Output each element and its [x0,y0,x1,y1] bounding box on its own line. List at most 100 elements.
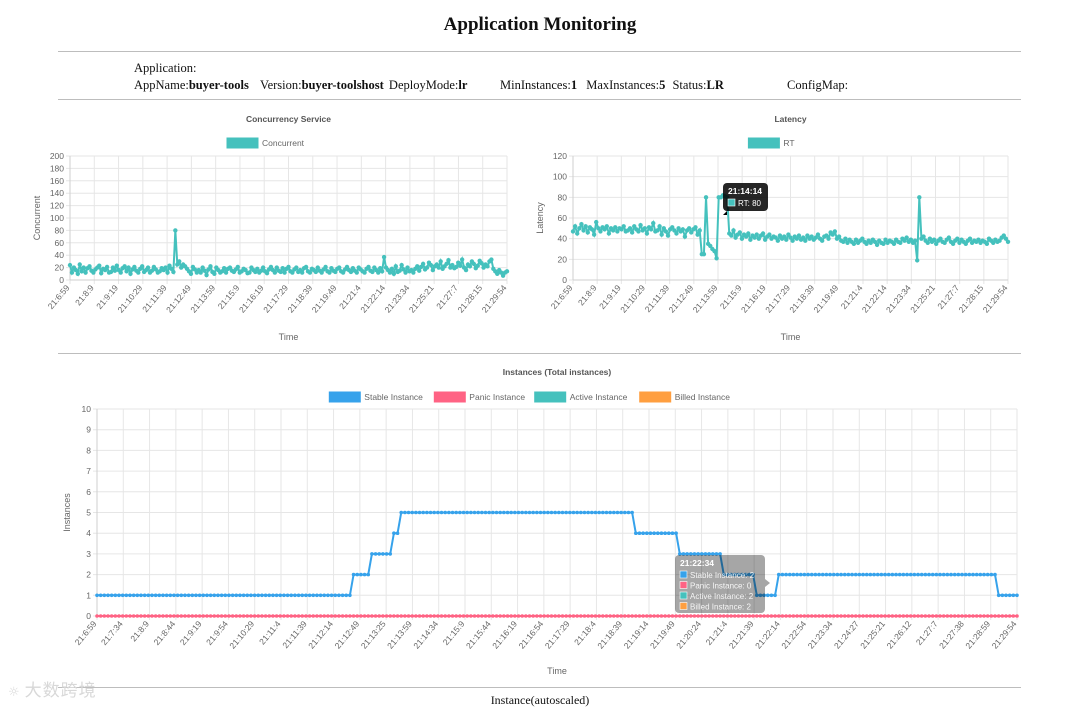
data-point [721,614,726,618]
data-point [117,593,121,598]
data-point [489,257,494,262]
data-point [912,572,917,577]
y-tick-label: 20 [55,263,65,273]
data-point [663,531,667,535]
data-point [538,614,543,618]
data-point [252,593,257,598]
data-point [377,552,382,556]
data-point [743,234,749,239]
tooltip-line: RT: 80 [738,199,762,208]
data-point [475,263,480,268]
data-point [787,572,792,577]
data-point [851,241,857,247]
data-point [985,614,990,618]
data-point [436,510,440,515]
data-point [513,614,517,618]
data-point [549,510,554,515]
application-label: Application: [134,61,197,75]
data-point [546,510,550,515]
x-tick-label: 21:27:38 [937,619,966,651]
data-point [505,614,510,618]
latency-tooltip: 21:14:14 RT: 80 [723,183,768,215]
x-tick-label: 21:13:59 [691,283,720,315]
data-point [685,552,689,556]
data-point [601,510,605,515]
data-point [594,219,599,225]
data-point [294,265,299,270]
data-point [428,510,433,515]
data-point [318,593,323,598]
data-point [161,593,165,598]
watermark-text: 大数跨境 [24,681,97,701]
data-point [208,264,213,269]
data-point [591,232,597,237]
data-point [344,614,349,618]
data-point [438,259,443,264]
data-point [415,264,420,269]
data-point [377,614,382,618]
data-point [762,614,766,618]
data-point [183,614,187,618]
data-point [230,593,235,598]
data-point [212,593,217,598]
data-point [164,593,169,598]
data-point [348,614,352,618]
data-point [696,552,700,556]
data-point [118,270,123,275]
deploymode-label: DeployMode: [388,78,459,92]
data-point [831,614,836,618]
x-tick-label: 21:25:21 [407,283,436,315]
data-point [535,614,539,618]
data-point [938,614,942,618]
data-point [432,510,437,515]
x-tick-label: 21:13:59 [188,283,217,315]
data-point [729,614,733,618]
data-point [373,614,378,618]
data-point [411,270,416,275]
data-point [450,510,455,515]
data-point [117,614,121,618]
data-point [274,593,279,598]
data-point [157,593,162,598]
data-point [516,510,521,515]
data-point [656,614,660,618]
data-point [991,240,996,245]
data-point [454,510,459,515]
data-point [150,593,154,598]
data-point [322,593,327,598]
tooltip-line: Panic Instance: 0 [690,582,752,591]
data-point [666,531,671,535]
x-tick-label: 21:26:12 [884,619,913,651]
data-point [538,510,543,515]
data-point [894,614,898,618]
data-point [938,236,943,241]
data-point [432,614,437,618]
data-point [916,572,920,577]
data-point [1015,614,1019,618]
data-point [919,614,924,618]
data-point [769,614,774,618]
data-point [883,572,887,577]
data-point [95,593,99,598]
data-point [864,614,869,618]
data-point [77,262,82,267]
data-point [208,593,213,598]
data-point [524,614,528,618]
data-point [219,593,224,598]
data-point [348,593,352,598]
data-point [598,229,603,234]
data-point [142,614,147,618]
data-point [621,224,626,229]
y-tick-label: 120 [50,201,64,211]
data-point [135,593,140,598]
legend-label: Concurrent [262,138,305,148]
data-point [921,234,926,239]
data-point [806,572,810,577]
data-point [945,614,950,618]
data-point [307,614,312,618]
x-tick-label: 21:22:54 [779,619,808,651]
data-point [104,264,110,270]
data-point [868,572,873,577]
data-point [674,531,678,535]
data-point [740,572,744,577]
